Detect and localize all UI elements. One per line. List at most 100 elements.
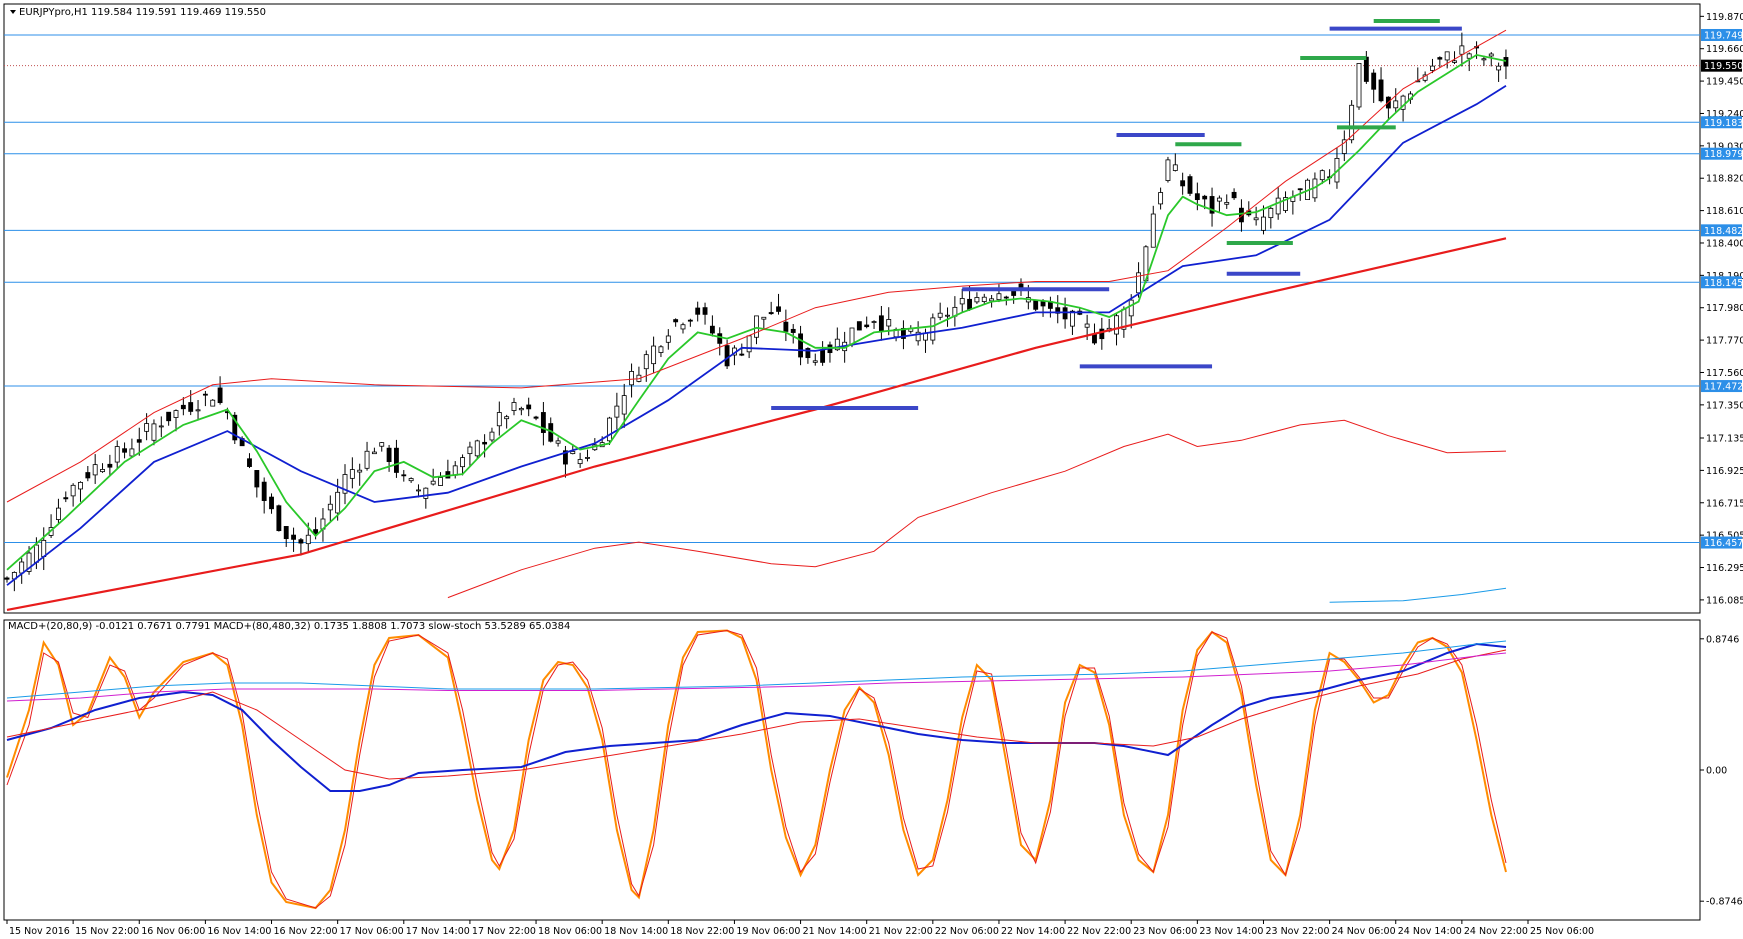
price-frame — [3, 3, 1701, 614]
candle-body — [746, 335, 752, 353]
candle-body — [291, 534, 296, 540]
candle-body — [1437, 57, 1443, 60]
x-tick-label: 18 Nov 14:00 — [604, 926, 668, 937]
candle-body — [871, 321, 877, 323]
candle-body — [1224, 202, 1230, 205]
candle-body — [709, 325, 715, 334]
series-ma_red_thick — [6, 237, 1507, 611]
candle-body — [379, 442, 385, 447]
candle-body — [1459, 45, 1465, 55]
candle-body — [305, 534, 311, 545]
candle-body — [768, 312, 774, 315]
candle-body — [1452, 60, 1457, 63]
current-price-label: 119.550 — [1704, 61, 1743, 72]
price-tick-label: 119.870 — [1706, 12, 1743, 23]
candle-body — [651, 345, 657, 365]
candle-body — [834, 338, 840, 351]
price-tick-label: 117.135 — [1706, 434, 1743, 445]
candle-body — [1253, 217, 1259, 221]
candle-body — [41, 539, 47, 557]
candle-body — [1062, 307, 1068, 320]
candle-body — [717, 333, 723, 344]
x-tick-label: 24 Nov 06:00 — [1332, 926, 1396, 937]
x-tick-label: 23 Nov 22:00 — [1265, 926, 1329, 937]
candle-body — [790, 328, 796, 333]
series-ma_cyan — [1329, 587, 1507, 603]
price-tick-label: 116.085 — [1706, 595, 1743, 606]
candle-body — [915, 331, 921, 342]
candle-body — [166, 411, 172, 422]
candle-body — [1341, 139, 1347, 154]
candle-body — [386, 447, 392, 462]
candle-body — [232, 414, 238, 441]
price-tick-label: 119.030 — [1706, 141, 1743, 152]
x-tick-label: 16 Nov 22:00 — [274, 926, 338, 937]
candle-body — [643, 354, 649, 370]
x-tick-label: 25 Nov 06:00 — [1530, 926, 1594, 937]
candle-body — [945, 314, 950, 317]
price-tick-label: 117.980 — [1706, 303, 1743, 314]
level-badge — [1701, 224, 1742, 237]
level-label: 118.482 — [1704, 226, 1743, 237]
candle-body — [489, 431, 495, 441]
candle-body — [1084, 323, 1090, 328]
candle-body — [996, 293, 1002, 301]
candle-body — [56, 507, 61, 520]
x-tick-label: 16 Nov 14:00 — [207, 926, 271, 937]
price-tick-label: 119.660 — [1706, 44, 1743, 55]
current-price-badge — [1701, 59, 1742, 72]
candle-body — [1268, 207, 1274, 219]
candle-body — [805, 348, 811, 359]
x-tick-label: 17 Nov 14:00 — [406, 926, 470, 937]
candle-body — [1003, 296, 1009, 299]
candle-body — [820, 349, 826, 363]
candle-body — [342, 474, 348, 494]
candle-body — [217, 387, 223, 404]
series-macd_slow_cyan — [6, 640, 1507, 699]
candle-body — [283, 526, 289, 540]
candle-body — [1202, 195, 1208, 200]
candle-body — [783, 321, 789, 332]
candle-body — [1216, 197, 1222, 202]
candle-body — [533, 416, 539, 419]
candle-body — [202, 393, 208, 396]
candle-body — [504, 416, 510, 420]
candle-body — [739, 353, 745, 356]
candle-body — [878, 315, 884, 332]
price-tick-label: 117.770 — [1706, 336, 1743, 347]
candle-body — [1194, 193, 1200, 201]
candle-body — [849, 327, 855, 345]
candle-body — [247, 458, 252, 467]
candle-body — [401, 474, 407, 477]
candle-body — [1319, 170, 1325, 181]
candle-body — [467, 446, 473, 455]
candle-body — [180, 404, 186, 410]
candle-body — [886, 319, 892, 327]
candle-body — [614, 405, 620, 418]
candle-body — [555, 440, 561, 444]
candle-body — [371, 451, 377, 455]
candle-body — [959, 298, 965, 305]
candle-body — [629, 371, 634, 386]
candle-body — [526, 404, 532, 410]
price-tick-label: 116.925 — [1706, 466, 1743, 477]
series-macd_slow_magenta — [6, 652, 1507, 702]
candle-body — [981, 296, 987, 302]
dropdown-arrow-icon — [10, 10, 16, 14]
candle-body — [276, 505, 282, 532]
candle-body — [776, 306, 781, 312]
candle-body — [78, 481, 83, 490]
x-tick-label: 18 Nov 06:00 — [538, 926, 602, 937]
candle-body — [673, 319, 679, 323]
series-macd_red_signal — [6, 649, 1507, 780]
candle-body — [1297, 188, 1303, 191]
candle-body — [930, 317, 936, 341]
candle-body — [1349, 104, 1355, 141]
candle-body — [92, 464, 98, 476]
candle-body — [754, 315, 759, 338]
candle-body — [761, 316, 767, 320]
x-tick-label: 22 Nov 22:00 — [1067, 926, 1131, 937]
candle-body — [1503, 57, 1509, 67]
candle-body — [1231, 191, 1237, 199]
level-badge — [1701, 116, 1742, 129]
